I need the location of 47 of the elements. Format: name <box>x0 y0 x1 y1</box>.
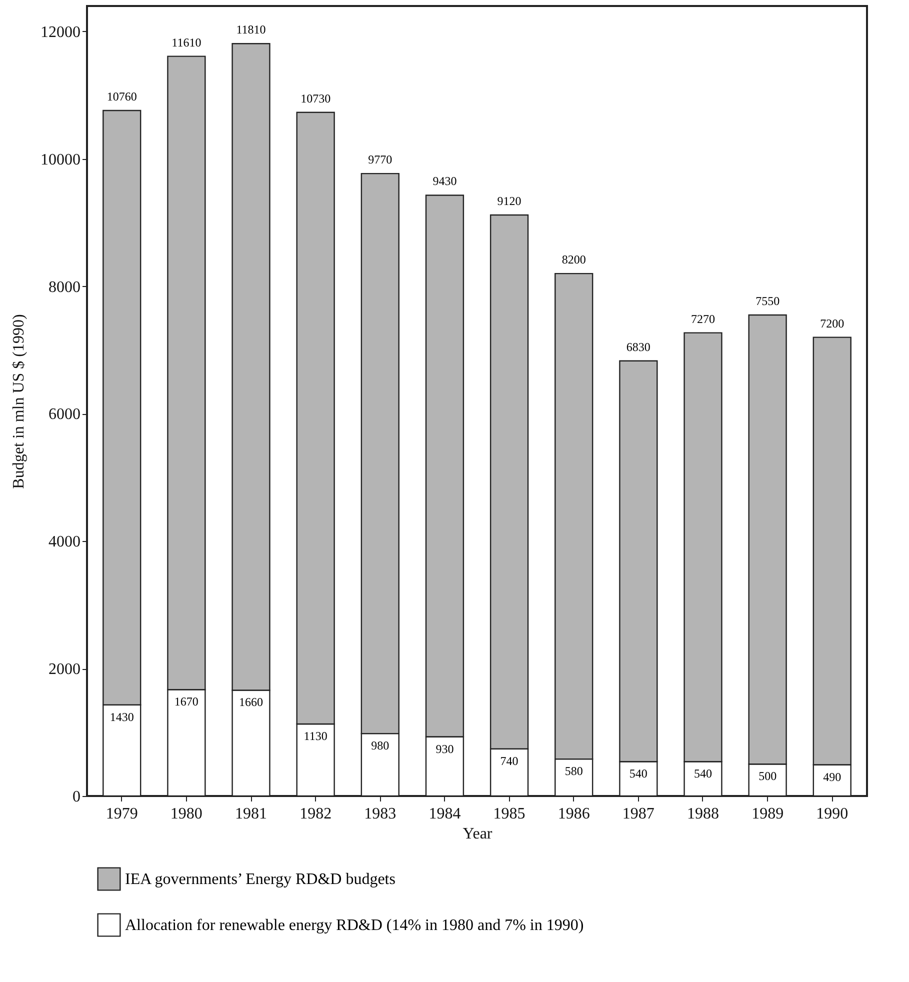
data-label: 500 <box>758 769 777 784</box>
y-axis-title: Budget in mln US $ (1990) <box>10 314 28 489</box>
x-tick-label: 1986 <box>558 806 590 822</box>
y-tick-label: 8000 <box>48 278 80 296</box>
x-tick-label: 1985 <box>493 806 526 822</box>
y-tick-label: 10000 <box>40 151 80 168</box>
data-label: 1670 <box>174 694 198 709</box>
data-label: 540 <box>629 766 648 781</box>
total-label: 10730 <box>300 91 331 106</box>
legend-label: IEA governments’ Energy RD&D budgets <box>125 871 396 888</box>
x-tick-label: 1989 <box>752 806 784 822</box>
data-label: 540 <box>694 766 712 781</box>
y-tick-label: 6000 <box>48 406 80 424</box>
data-label: 930 <box>436 742 454 756</box>
total-label: 9120 <box>497 194 522 208</box>
x-tick-label: 1980 <box>170 806 202 822</box>
data-label: 490 <box>823 770 842 784</box>
y-tick-label: 0 <box>72 788 80 806</box>
x-tick-label: 1984 <box>428 806 461 822</box>
x-tick-label: 1979 <box>106 806 138 822</box>
total-label: 7270 <box>690 312 715 326</box>
x-tick-label: 1982 <box>300 806 332 822</box>
x-tick-label: 1990 <box>816 806 848 822</box>
total-label: 7550 <box>756 294 780 308</box>
total-label: 7200 <box>820 316 844 330</box>
total-label: 8200 <box>562 252 586 267</box>
x-axis-title: Year <box>462 826 493 842</box>
total-label: 6830 <box>626 340 650 354</box>
total-label: 11610 <box>172 35 202 50</box>
y-tick-label: 2000 <box>48 661 80 678</box>
x-tick-label: 1981 <box>235 806 268 822</box>
data-label: 1130 <box>304 729 328 744</box>
data-label: 580 <box>564 764 583 778</box>
legend-label: Allocation for renewable energy RD&D (14% in 1980 and 7% in 1990) <box>125 917 584 934</box>
total-label: 10760 <box>106 89 137 104</box>
data-label: 1660 <box>239 695 264 710</box>
x-tick-label: 1987 <box>622 806 654 822</box>
total-label: 9430 <box>432 174 457 188</box>
data-label: 980 <box>371 738 390 753</box>
total-label: 11810 <box>236 22 266 37</box>
data-label: 740 <box>500 754 518 768</box>
data-label: 1430 <box>110 710 134 724</box>
y-tick-label: 12000 <box>40 24 80 41</box>
x-tick-label: 1983 <box>364 806 396 822</box>
total-label: 9770 <box>368 152 392 167</box>
x-tick-label: 1988 <box>686 806 719 822</box>
y-tick-label: 4000 <box>48 534 80 551</box>
